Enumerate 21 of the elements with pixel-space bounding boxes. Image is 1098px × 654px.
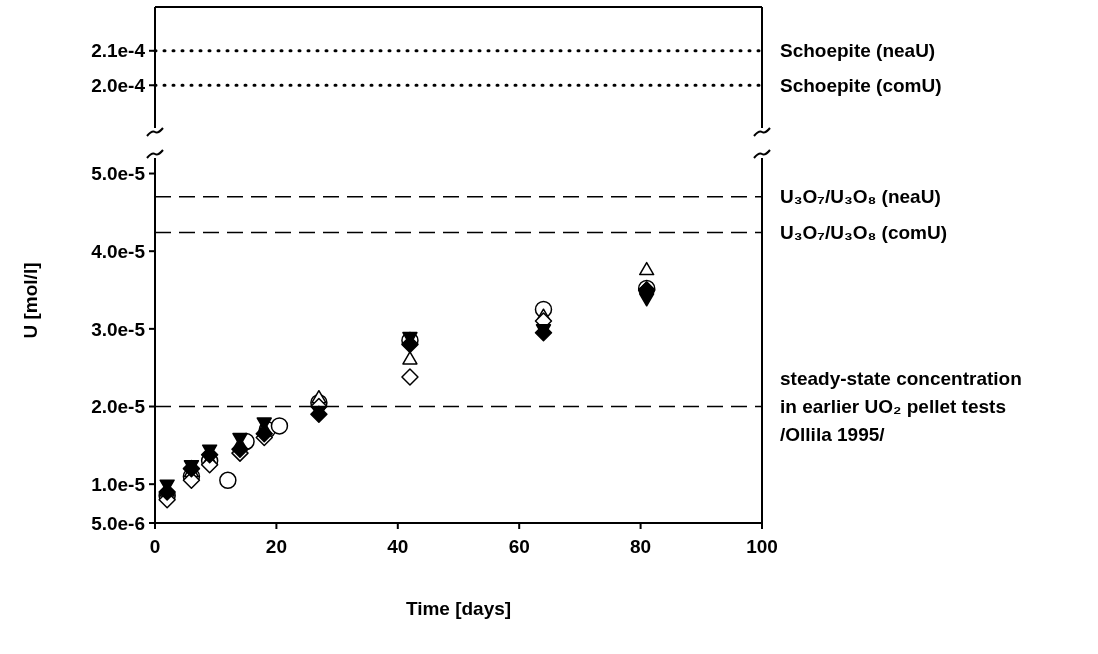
y-tick-label: 5.0e-5 <box>91 163 146 185</box>
ref-line-label: U₃O₇/U₃O₈ (neaU) <box>780 186 941 208</box>
y-tick-label: 5.0e-6 <box>91 512 145 534</box>
y-tick-label: 1.0e-5 <box>91 473 146 495</box>
x-tick-label: 0 <box>149 536 161 557</box>
x-axis-title: Time [days] <box>405 598 512 619</box>
y-tick-label: 2.0e-5 <box>91 396 146 418</box>
y-tick-label: 4.0e-5 <box>91 240 146 262</box>
x-tick-label: 40 <box>387 536 409 557</box>
ref-line-label: Schoepite (neaU) <box>780 40 936 62</box>
y-tick-label: 2.0e-4 <box>91 74 146 96</box>
ref-line-label: steady-state concentration in earlier UO₂ pellet tests /Ollila 1995/ <box>780 368 1022 446</box>
x-tick-label: 60 <box>508 536 530 557</box>
ref-line-label: Schoepite (comU) <box>780 74 942 96</box>
x-tick-label: 80 <box>630 536 652 557</box>
y-tick-label: 3.0e-5 <box>91 318 146 340</box>
y-axis-title: U [mol/l] <box>20 262 41 339</box>
y-tick-label: 2.1e-4 <box>91 40 146 62</box>
x-tick-label: 20 <box>265 536 287 557</box>
x-tick-label: 100 <box>746 536 778 557</box>
ref-line-label: U₃O₇/U₃O₈ (comU) <box>780 222 948 244</box>
